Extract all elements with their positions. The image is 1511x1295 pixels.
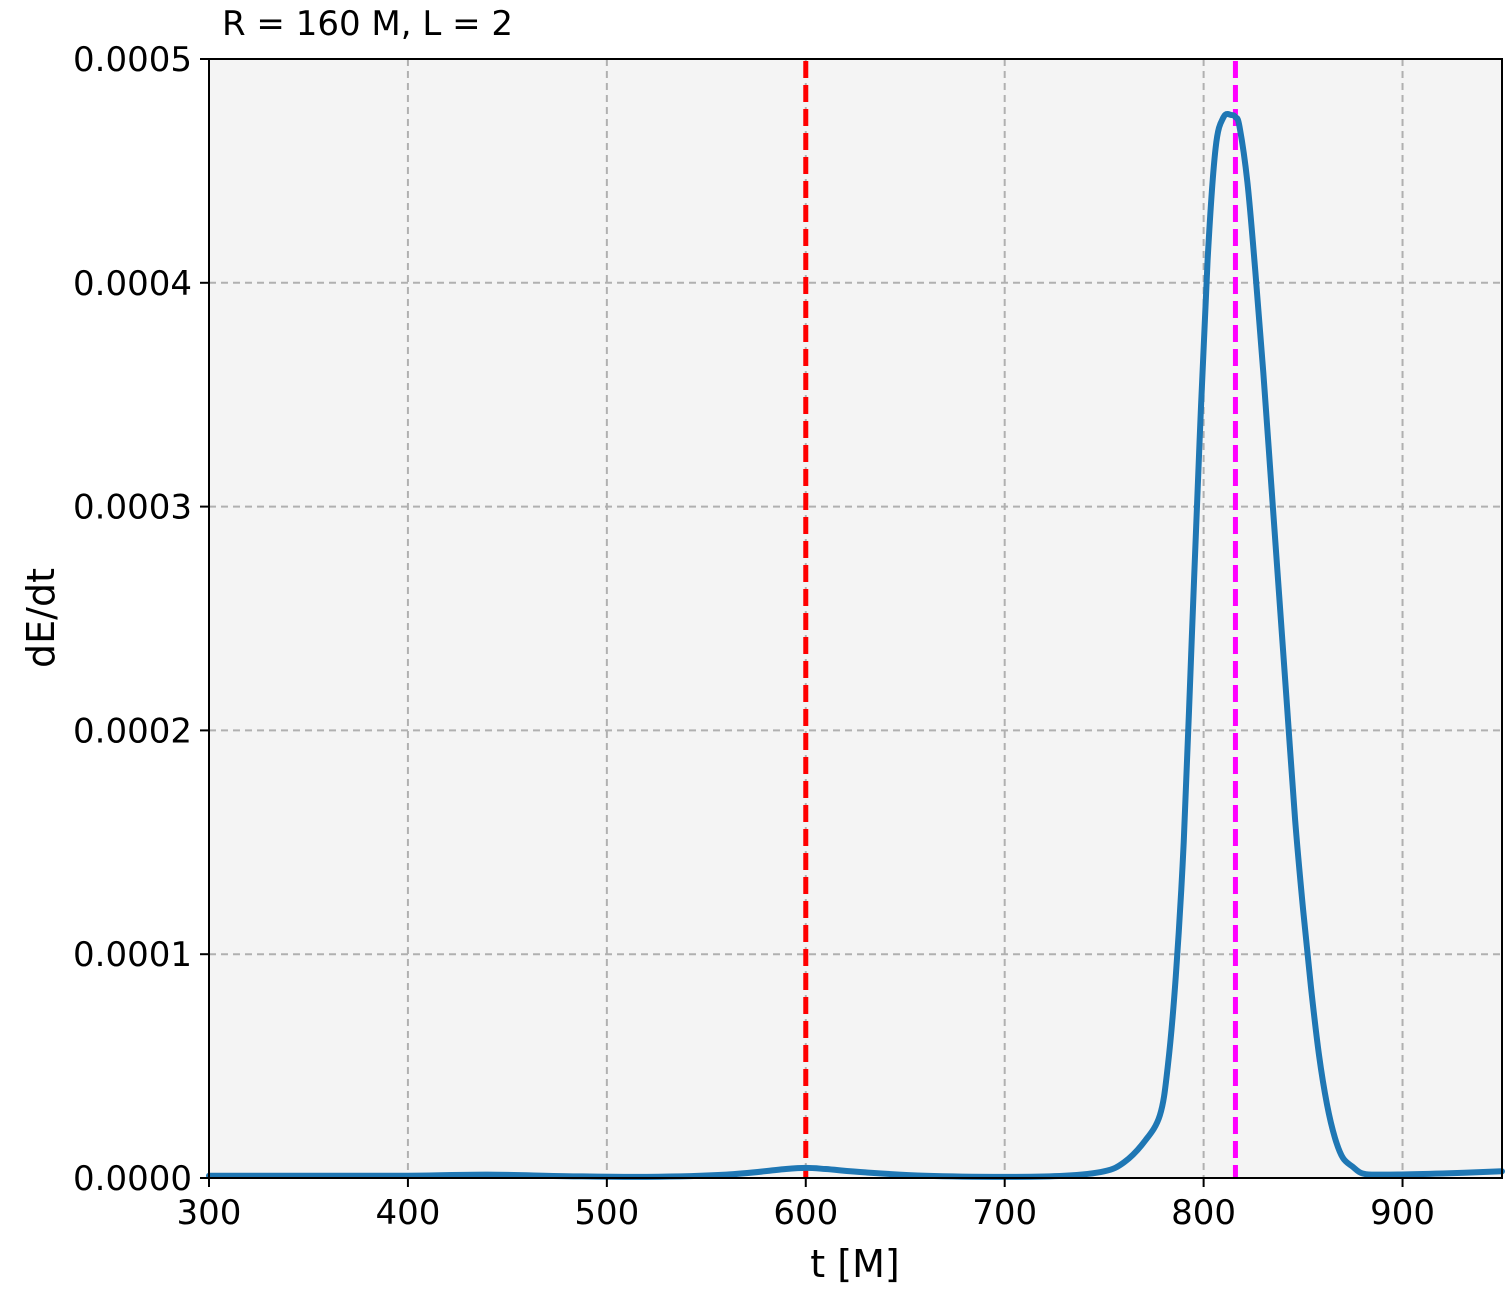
chart-title: R = 160 M, L = 2 (222, 4, 513, 44)
x-axis-label: t [M] (810, 1242, 899, 1286)
x-tick-label: 700 (972, 1193, 1037, 1233)
y-tick-label: 0.0000 (73, 1159, 192, 1199)
plot-frame (208, 58, 1503, 1179)
y-tick-label: 0.0001 (73, 935, 192, 975)
x-tick-label: 300 (177, 1193, 242, 1233)
x-axis-ticks: 300 400 500 600 700 800 900 (177, 1178, 1435, 1233)
x-tick-label: 900 (1370, 1193, 1435, 1233)
plot-background (209, 59, 1502, 1178)
series-line-1 (206, 110, 1505, 1180)
x-tick-label: 800 (1171, 1193, 1236, 1233)
y-tick-label: 0.0005 (73, 40, 192, 80)
x-tick-label: 400 (375, 1193, 440, 1233)
y-axis-label: dE/dt (19, 568, 63, 668)
y-tick-label: 0.0002 (73, 711, 192, 751)
y-tick-label: 0.0004 (73, 264, 192, 304)
y-tick-label: 0.0003 (73, 488, 192, 528)
reference-lines (803, 61, 1238, 1178)
x-tick-label: 600 (773, 1193, 838, 1233)
series-group (206, 110, 1505, 1180)
x-tick-label: 500 (574, 1193, 639, 1233)
y-axis-ticks: 0.0000 0.0001 0.0002 0.0003 0.0004 0.0005 (73, 40, 209, 1199)
